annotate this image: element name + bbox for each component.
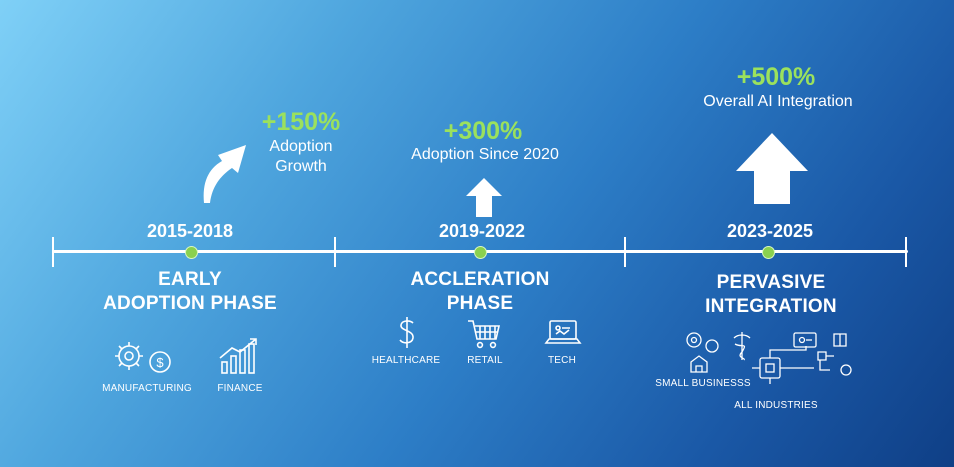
svg-text:$: $ [156,355,164,370]
timeline-tick-1 [334,237,336,267]
phase-title-1-line1: EARLY [158,269,222,290]
industry-label-tech: TECH [547,355,577,366]
phase-title-2-line1: ACCLERATION [410,269,550,290]
shopping-cart-icon [466,318,502,355]
industry-label-small-business: SMALL BUSINESSS [655,378,751,389]
timeline-dot-phase-3 [762,246,775,259]
timeline-tick-end [905,237,907,267]
bar-chart-trend-icon [218,336,262,381]
years-phase-1: 2015-2018 [146,221,234,241]
up-arrow-icon [464,176,504,223]
laptop-icon [544,318,582,353]
timeline-tick-start [52,237,54,267]
years-phase-2: 2019-2022 [438,221,526,241]
industry-label-all-industries: ALL INDUSTRIES [734,400,818,411]
industry-label-manufacturing: MANUFACTURING [102,383,192,394]
stat-label-phase-3: Overall AI Integration [703,93,853,110]
stat-value-phase-2: +300% [443,117,523,145]
dollar-icon [394,315,420,356]
stat-value-phase-3: +500% [736,63,816,91]
large-up-arrow-icon [734,131,810,210]
phase-title-1-line2: ADOPTION PHASE [103,293,277,314]
industry-label-retail: RETAIL [467,355,503,366]
industry-label-finance: FINANCE [217,383,263,394]
phase-title-3-line2: INTEGRATION [705,296,837,317]
small-business-icon [684,330,724,381]
industry-label-healthcare: HEALTHCARE [371,355,441,366]
stat-label-phase-1-line2: Growth [275,158,327,175]
years-phase-3: 2023-2025 [726,221,814,241]
gear-dollar-icon: $ [112,338,182,383]
stat-label-phase-1-line1: Adoption [269,138,333,155]
phase-title-3-line1: PERVASIVE [716,272,826,293]
network-hub-icon [722,330,862,391]
timeline-dot-phase-1 [185,246,198,259]
stat-value-phase-1: +150% [261,108,341,136]
stat-label-phase-2: Adoption Since 2020 [411,146,559,163]
phase-title-2-line2: PHASE [446,293,514,314]
timeline-tick-2 [624,237,626,267]
curved-arrow-icon [200,143,250,210]
timeline-dot-phase-2 [474,246,487,259]
